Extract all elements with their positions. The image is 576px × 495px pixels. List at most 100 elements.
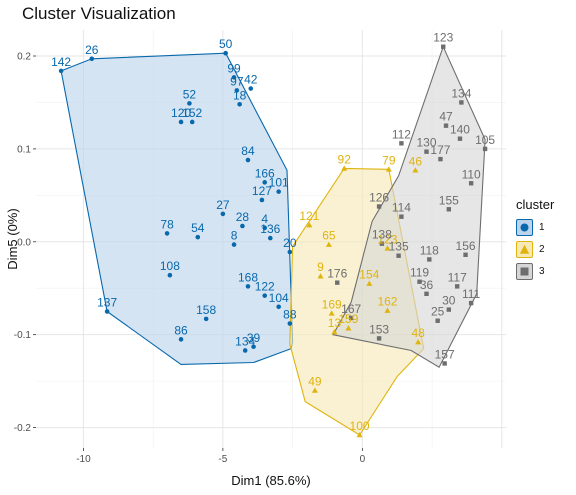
x-tick-label: 0 [360,454,366,465]
point-cluster-3 [417,279,422,284]
point-cluster-1 [268,235,273,241]
point-cluster-1 [259,197,265,203]
point-label: 88 [283,308,297,322]
point-label: 36 [420,278,434,292]
point-cluster-1 [262,180,268,185]
y-axis-ticks: 0.2 0.1 0.0 -0.1 -0.2 [14,52,36,434]
point-label: 112 [392,127,411,141]
point-label: 9 [317,260,324,274]
point-cluster-3 [442,361,447,366]
point-cluster-2 [341,165,348,171]
point-cluster-1 [167,272,173,278]
point-label: 108 [160,259,180,273]
point-cluster-1 [187,101,192,106]
point-label: 104 [269,291,289,305]
point-cluster-2 [385,166,392,172]
legend-key-triangle-icon [516,240,533,258]
legend-key-circle-icon [516,218,533,236]
point-label: 42 [244,73,258,87]
point-cluster-1 [203,316,209,322]
x-tick-label: -10 [76,454,91,465]
legend-item-3: 3 [516,260,574,282]
point-label: 79 [382,153,396,167]
point-cluster-1 [262,293,268,298]
point-label: 157 [435,347,455,361]
point-label: 50 [219,37,233,51]
point-label: 48 [411,326,425,340]
point-cluster-2 [345,325,352,331]
y-axis-title: Dim5 (0%) [5,208,20,269]
point-label: 8 [231,229,238,243]
point-label: 155 [439,193,459,207]
point-label: 4 [261,212,268,226]
point-label: 134 [451,86,471,100]
point-cluster-2 [325,241,332,247]
point-label: 30 [442,294,456,308]
point-cluster-1 [104,309,110,314]
point-label: 159 [338,312,358,326]
point-label: 140 [450,123,470,137]
point-cluster-2 [384,245,391,251]
point-cluster-3 [468,181,474,186]
point-label: 52 [183,87,197,101]
y-tick-label: 0.2 [17,52,31,63]
chart-title: Cluster Visualization [22,4,176,23]
point-cluster-1 [231,242,237,247]
legend-key-square-icon [516,262,533,280]
x-tick-label: -5 [218,454,227,465]
point-cluster-3 [438,156,443,162]
point-label: 105 [475,133,495,147]
point-cluster-1 [231,75,237,80]
point-cluster-1 [248,86,254,91]
point-label: 123 [433,31,453,45]
point-cluster-2 [384,307,391,313]
point-cluster-3 [435,318,440,323]
point-cluster-1 [164,231,170,236]
point-label: 121 [299,209,319,223]
point-label: 49 [308,374,322,388]
point-cluster-2 [311,387,318,393]
point-label: 86 [174,323,188,337]
point-label: 20 [283,236,297,250]
point-cluster-1 [276,304,281,310]
point-cluster-3 [348,315,354,321]
triangle-marker-icon [519,244,530,254]
point-label: 120 [171,106,191,120]
point-cluster-2 [317,273,324,279]
y-tick-label: -0.2 [14,423,32,434]
point-cluster-3 [443,123,449,128]
y-tick-label: 0.1 [17,144,31,155]
point-cluster-3 [379,241,385,246]
point-label: 117 [448,270,467,284]
point-label: 65 [322,229,336,243]
point-label: 123 [377,232,397,246]
point-label: 154 [359,268,379,282]
point-cluster-3 [424,291,429,297]
point-label: 127 [252,184,272,198]
point-label: 122 [255,280,275,294]
x-axis-ticks: -10 -5 0 [76,448,366,465]
point-cluster-2 [306,222,313,228]
legend-label-2: 2 [539,243,545,255]
point-cluster-1 [251,344,256,350]
point-cluster-3 [446,207,452,212]
point-label: 136 [260,222,280,236]
point-label: 130 [416,136,436,150]
point-cluster-3 [441,44,446,49]
point-cluster-1 [178,119,184,125]
point-label: 28 [236,210,250,224]
point-cluster-3 [457,136,463,141]
point-label: 137 [97,295,117,309]
x-axis-title: Dim1 (85.6%) [231,473,310,488]
point-label: 142 [51,55,71,69]
point-label: 99 [227,61,241,75]
point-cluster-1 [89,56,95,62]
point-label: 39 [247,331,261,345]
point-cluster-1 [240,223,245,229]
point-cluster-1 [220,211,226,217]
legend-title: cluster [516,197,555,212]
point-cluster-3 [335,280,340,285]
point-label: 78 [160,217,174,231]
point-cluster-3 [459,100,464,105]
